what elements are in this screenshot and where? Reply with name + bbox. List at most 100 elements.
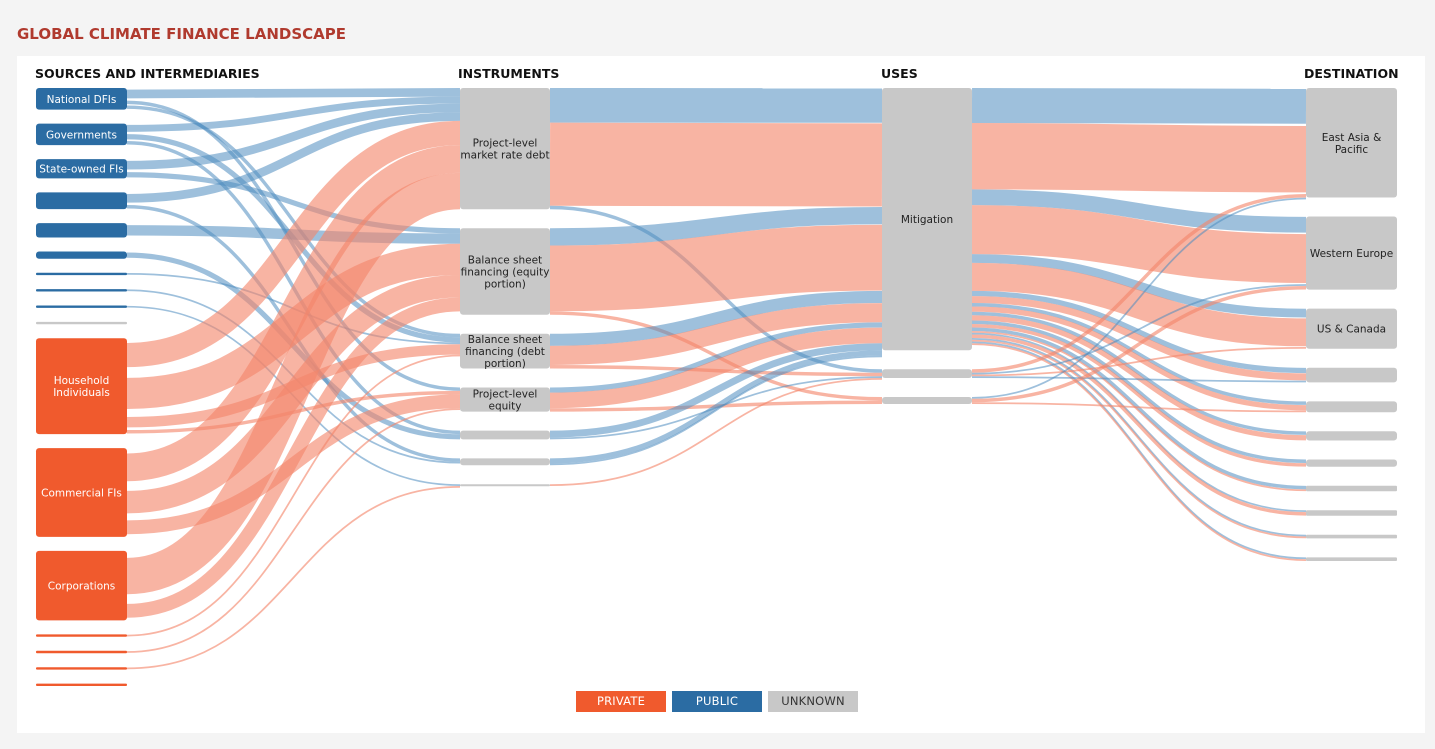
flow-link-private[interactable]	[549, 224, 883, 312]
flow-link-private[interactable]	[971, 286, 1307, 403]
node-destinations-1[interactable]	[1306, 216, 1397, 290]
flow-link-private[interactable]	[971, 334, 1307, 516]
node-sources-9[interactable]	[36, 321, 127, 325]
legend-private-button[interactable]: PRIVATE	[576, 691, 666, 712]
node-label-instruments-1: Balance sheet financing (equity portion)	[461, 255, 550, 291]
flow-link-private[interactable]	[971, 343, 1307, 561]
flow-link-public[interactable]	[971, 338, 1307, 537]
node-sources-11[interactable]	[36, 448, 127, 537]
node-instruments-0[interactable]	[460, 88, 550, 210]
node-sources-8[interactable]	[36, 305, 127, 308]
node-uses-2[interactable]	[882, 397, 972, 404]
node-destinations-0[interactable]	[1306, 88, 1397, 198]
flow-link-private[interactable]	[971, 193, 1307, 373]
node-instruments-1[interactable]	[460, 228, 550, 315]
flow-link-public[interactable]	[971, 197, 1307, 399]
node-instruments-2[interactable]	[460, 333, 550, 369]
node-sources-10[interactable]	[36, 338, 127, 435]
node-sources-2[interactable]	[36, 159, 127, 179]
flow-link-public[interactable]	[549, 350, 883, 464]
column-header-uses: USES	[881, 66, 918, 81]
flow-link-public[interactable]	[549, 290, 883, 346]
node-sources-6[interactable]	[36, 272, 127, 276]
node-label-sources-11: Commercial FIs	[41, 488, 122, 500]
node-destinations-6[interactable]	[1306, 459, 1397, 467]
legend-unknown-button[interactable]: UNKNOWN	[768, 691, 858, 712]
flow-link-private[interactable]	[971, 205, 1307, 284]
node-sources-16[interactable]	[36, 683, 127, 686]
node-label-sources-0: National DFIs	[47, 94, 117, 106]
node-sources-14[interactable]	[36, 650, 127, 654]
flow-link-public[interactable]	[971, 376, 1307, 383]
node-sources-15[interactable]	[36, 667, 127, 670]
node-sources-7[interactable]	[36, 289, 127, 292]
flow-link-private[interactable]	[549, 327, 883, 409]
node-uses-1[interactable]	[882, 369, 972, 379]
flow-link-private[interactable]	[126, 408, 461, 653]
flow-link-private[interactable]	[126, 486, 461, 670]
node-destinations-4[interactable]	[1306, 401, 1397, 413]
flow-link-private[interactable]	[971, 324, 1307, 467]
node-instruments-5[interactable]	[460, 458, 550, 466]
flow-link-private[interactable]	[971, 346, 1307, 377]
flow-link-private[interactable]	[971, 296, 1307, 381]
node-destinations-7[interactable]	[1306, 485, 1397, 492]
flow-link-public[interactable]	[971, 290, 1307, 374]
flow-link-private[interactable]	[971, 122, 1307, 193]
node-uses-0[interactable]	[882, 88, 972, 351]
flow-link-private[interactable]	[971, 315, 1307, 441]
node-sources-1[interactable]	[36, 123, 127, 146]
flow-link-public[interactable]	[971, 332, 1307, 513]
flow-link-private[interactable]	[971, 339, 1307, 539]
column-header-instruments: INSTRUMENTS	[458, 66, 560, 81]
flow-link-public[interactable]	[126, 96, 461, 132]
node-label-instruments-3: Project-level equity	[473, 389, 538, 413]
node-sources-13[interactable]	[36, 634, 127, 637]
flow-link-public[interactable]	[126, 88, 461, 99]
node-destinations-10[interactable]	[1306, 557, 1397, 561]
flow-link-public[interactable]	[971, 341, 1307, 560]
flow-link-public[interactable]	[971, 303, 1307, 405]
flow-link-public[interactable]	[549, 343, 883, 438]
flow-link-public[interactable]	[549, 355, 883, 466]
flow-link-private[interactable]	[125, 172, 462, 595]
node-label-destinations-2: US & Canada	[1317, 324, 1386, 336]
flow-link-private[interactable]	[126, 145, 461, 482]
node-sources-5[interactable]	[36, 251, 127, 259]
flow-link-private[interactable]	[971, 331, 1307, 492]
flow-link-private[interactable]	[126, 120, 461, 368]
node-label-instruments-2: Balance sheet financing (debt portion)	[465, 334, 545, 370]
flow-link-private[interactable]	[549, 122, 883, 207]
flow-link-private[interactable]	[971, 306, 1307, 411]
node-destinations-8[interactable]	[1306, 510, 1397, 516]
flow-link-public[interactable]	[126, 103, 461, 170]
node-sources-0[interactable]	[36, 88, 127, 110]
flow-link-private[interactable]	[126, 354, 461, 637]
node-sources-12[interactable]	[36, 550, 127, 621]
flow-link-public[interactable]	[549, 206, 883, 246]
node-destinations-2[interactable]	[1306, 308, 1397, 349]
flow-link-private[interactable]	[971, 402, 1307, 413]
node-sources-4[interactable]	[36, 223, 127, 238]
flow-link-private[interactable]	[126, 297, 461, 618]
flow-link-public[interactable]	[971, 284, 1307, 375]
flow-link-public[interactable]	[971, 88, 1307, 124]
legend-public-button[interactable]: PUBLIC	[672, 691, 762, 712]
flow-link-private[interactable]	[971, 262, 1307, 347]
flow-link-public[interactable]	[549, 322, 883, 393]
node-sources-3[interactable]	[36, 192, 127, 210]
flow-link-public[interactable]	[971, 311, 1307, 435]
node-destinations-5[interactable]	[1306, 431, 1397, 441]
node-destinations-3[interactable]	[1306, 367, 1397, 383]
flow-link-private[interactable]	[549, 303, 883, 365]
flow-link-public[interactable]	[126, 112, 461, 203]
flow-link-public[interactable]	[971, 320, 1307, 464]
node-instruments-4[interactable]	[460, 430, 550, 440]
node-instruments-6[interactable]	[460, 484, 550, 487]
flow-link-public[interactable]	[971, 327, 1307, 490]
flow-link-private[interactable]	[549, 378, 883, 486]
legend: PRIVATE PUBLIC UNKNOWN	[576, 691, 858, 712]
node-instruments-3[interactable]	[460, 387, 550, 412]
flow-link-public[interactable]	[971, 189, 1307, 233]
node-destinations-9[interactable]	[1306, 534, 1397, 539]
